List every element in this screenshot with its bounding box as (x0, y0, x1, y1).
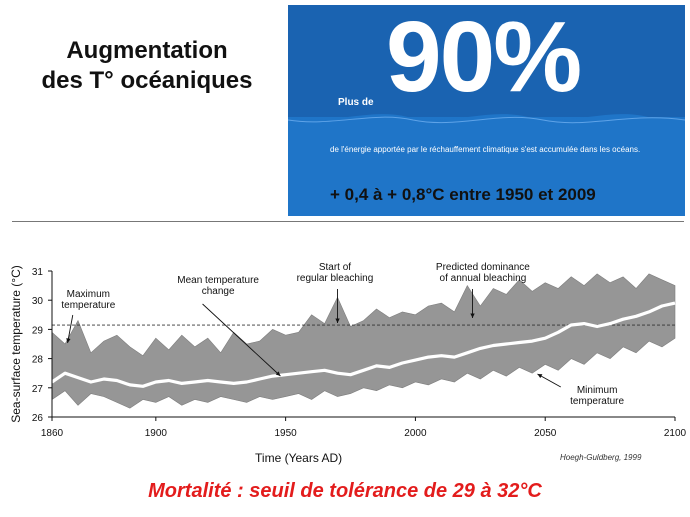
maximum-temperature-arrow-line (67, 314, 74, 344)
y-tick-label-2: 27 (32, 384, 44, 395)
mortality-threshold-note: Mortalité : seuil de tolérance de 29 à 3… (148, 480, 542, 502)
y-tick-label-3: 28 (32, 355, 44, 366)
x-tick-label-4: 2000 (404, 428, 427, 439)
mean-temperature-arrow-line (202, 303, 281, 377)
chart-layer: 1860 1900 1950 2000 2050 2100 26 27 28 29 30 31 Time… (9, 262, 687, 465)
y-tick-label-5: 30 (32, 296, 44, 307)
annotation-predicted-dominance-1: Predicted dominance (436, 262, 530, 273)
annotation-mean-temperature-change-1: Mean temperature (177, 275, 259, 286)
energy-panel-band (288, 5, 685, 117)
title-line-2: des T° océaniques (41, 67, 253, 94)
energy-percent: 90% (386, 5, 582, 113)
annotation-maximum-temperature-2: temperature (61, 300, 115, 311)
y-tick-label-6: 31 (32, 267, 44, 278)
separator (12, 221, 684, 222)
energy-description: de l'énergie apportée par le réchauffeme… (330, 145, 641, 154)
x-tick-label-6: 2100 (664, 428, 687, 439)
y-tick-label-4: 29 (32, 325, 44, 336)
annotation-minimum-temperature-2: temperature (570, 396, 624, 407)
wave-icon (288, 114, 685, 131)
source-citation: Hoegh-Guldberg, 1999 (560, 453, 642, 462)
annotation-mean-temperature-change-2: change (202, 286, 235, 297)
minimum-temperature-arrow-head (537, 374, 543, 379)
annotation-predicted-dominance-2: of annual bleaching (440, 273, 527, 284)
maximum-temperature-arrow-head (66, 338, 71, 343)
annotation-start-regular-bleaching-2: regular bleaching (297, 273, 374, 284)
plus-de-label: Plus de (338, 97, 374, 108)
temperature-range-band (51, 273, 676, 409)
x-tick-label-1: 1860 (41, 428, 64, 439)
energy-panel: Plus de 90% de l'énergie apportée par le… (288, 5, 685, 216)
x-tick-label-5: 2050 (534, 428, 557, 439)
mean-temperature-line (51, 301, 676, 388)
temperature-increase: + 0,4 à + 0,8°C entre 1950 et 2009 (330, 185, 596, 204)
x-axis-title: Time (Years AD) (255, 451, 342, 465)
start-bleaching-arrow-head (335, 318, 340, 323)
y-tick-label-1: 26 (32, 413, 44, 424)
mean-temperature-arrow-head (275, 371, 281, 376)
page-title: Augmentation des T° océaniques (18, 36, 276, 96)
x-tick-label-2: 1900 (145, 428, 168, 439)
sea-surface-temperature-chart: 1860 1900 1950 2000 2050 2100 26 27 28 29 30 31 Time… (9, 262, 687, 465)
x-tick-label-3: 1950 (275, 428, 298, 439)
predicted-dominance-arrow-head (470, 313, 475, 318)
y-axis-title: Sea-surface temperature (°C) (9, 265, 23, 423)
annotation-maximum-temperature-1: Maximum (67, 289, 110, 300)
annotation-start-regular-bleaching-1: Start of (319, 262, 351, 273)
title-line-1: Augmentation (66, 37, 228, 64)
annotation-minimum-temperature-1: Minimum (577, 385, 618, 396)
